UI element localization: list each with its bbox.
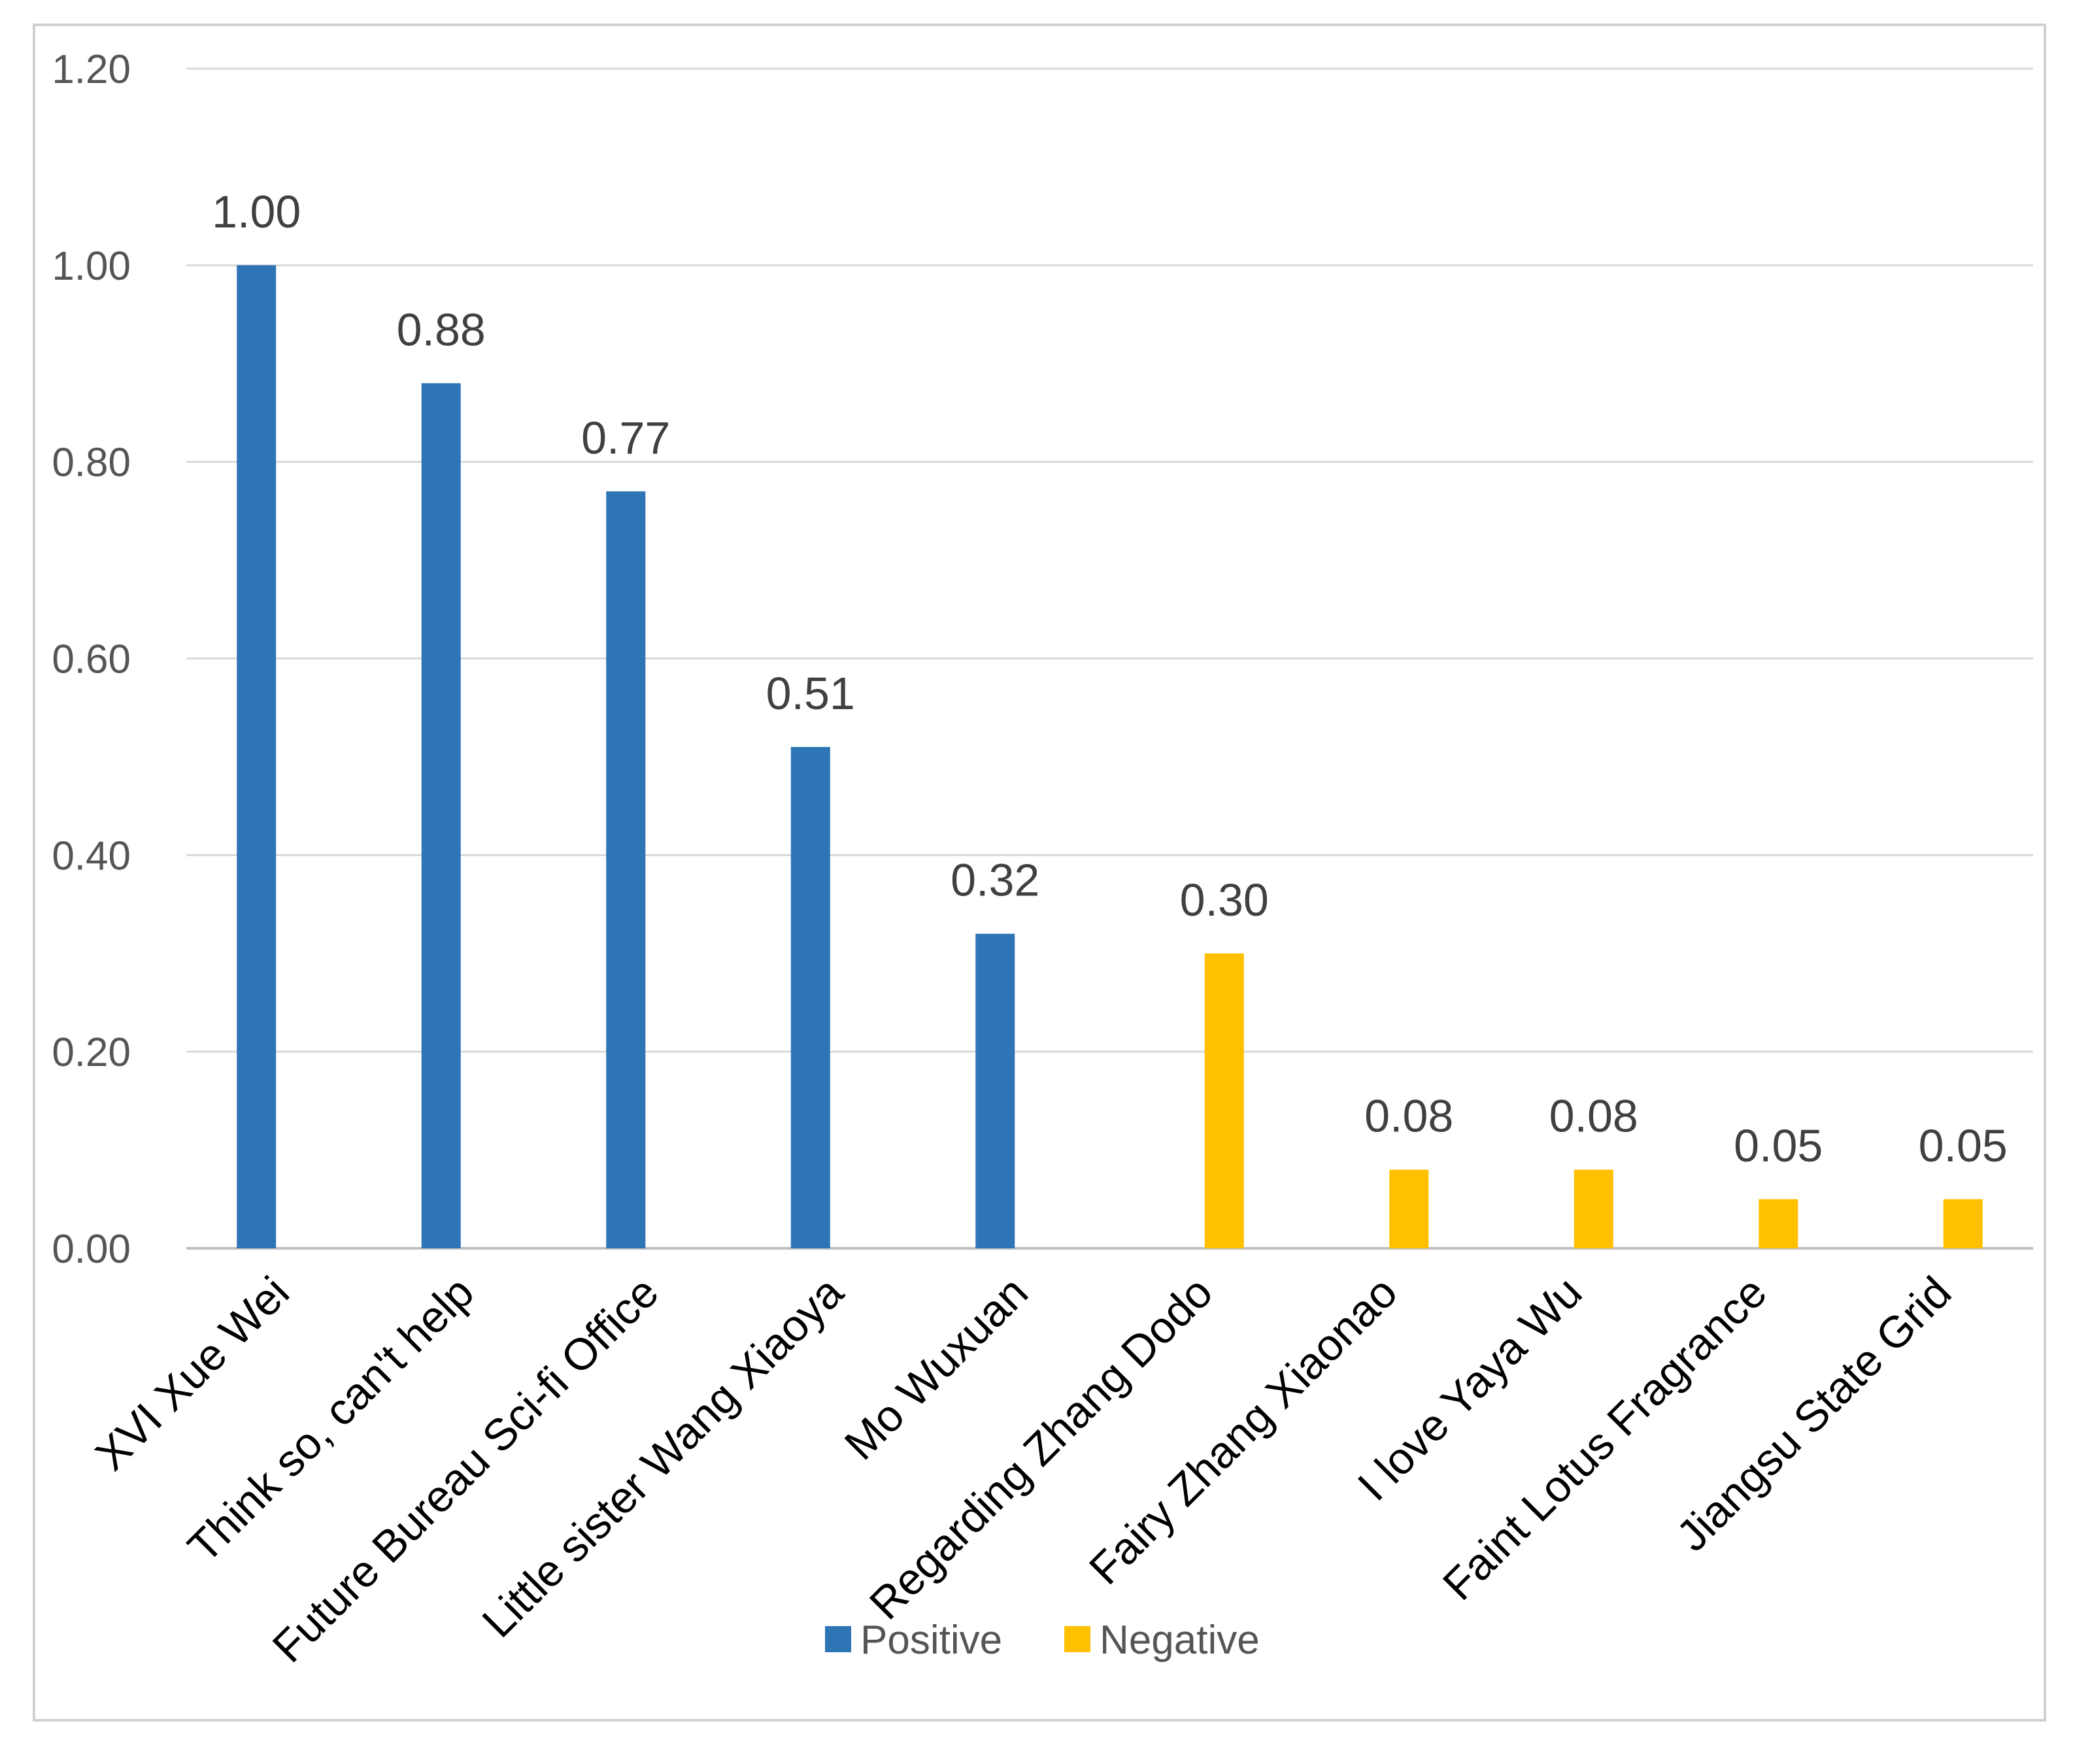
y-tick-label: 0.40 — [52, 833, 131, 878]
y-tick-label: 0.60 — [52, 637, 131, 682]
legend-label-negative: Negative — [1100, 1618, 1260, 1663]
legend-label-positive: Positive — [860, 1618, 1002, 1663]
bar-negative — [1574, 1169, 1613, 1248]
y-tick-label: 0.20 — [52, 1030, 131, 1075]
data-label: 1.00 — [212, 186, 301, 237]
data-label: 0.51 — [766, 668, 855, 719]
legend: Positive Negative — [825, 1618, 1260, 1663]
data-label: 0.05 — [1919, 1120, 2008, 1171]
bar-positive — [237, 265, 277, 1248]
bar-positive — [975, 933, 1015, 1248]
data-label: 0.05 — [1734, 1120, 1823, 1171]
x-category-label: Future Bureau Sci-fi Office — [263, 1267, 667, 1672]
data-label: 0.30 — [1180, 874, 1269, 925]
x-category-label: Faint Lotus Fragrance — [1434, 1267, 1776, 1610]
y-tick-label: 1.00 — [52, 244, 131, 289]
y-tick-label: 0.00 — [52, 1227, 131, 1272]
bar-negative — [1943, 1199, 1983, 1248]
y-axis-tick-labels: 0.00 0.20 0.40 0.60 0.80 1.00 1.20 — [52, 47, 131, 1272]
legend-swatch-positive — [825, 1626, 851, 1652]
bar-negative — [1759, 1199, 1798, 1248]
chart-frame — [33, 24, 2046, 1722]
data-label: 0.88 — [397, 304, 486, 355]
data-label: 0.77 — [581, 412, 670, 463]
bar-negative — [1389, 1169, 1429, 1248]
x-category-label: Little sister Wang Xiaoya — [473, 1267, 852, 1647]
y-tick-label: 1.20 — [52, 47, 131, 92]
gridlines — [186, 67, 2033, 1250]
bar-positive — [421, 383, 461, 1249]
data-label: 0.08 — [1549, 1091, 1638, 1142]
bar-positive — [790, 746, 830, 1248]
x-category-label: Mo Wuxuan — [835, 1267, 1037, 1469]
data-label: 0.08 — [1364, 1091, 1453, 1142]
bar-positive — [606, 491, 646, 1248]
x-category-label: Regarding Zhang Dodo — [860, 1267, 1222, 1629]
data-labels: 1.00 0.88 0.77 0.51 0.32 0.30 0.08 0.08 0.05 0.05 — [212, 186, 2008, 1171]
data-label: 0.32 — [951, 855, 1039, 906]
legend-swatch-negative — [1064, 1626, 1090, 1652]
bar-negative — [1204, 953, 1244, 1248]
bars — [237, 265, 1983, 1249]
x-category-label: Fairy Zhang Xiaonao — [1080, 1267, 1407, 1594]
y-tick-label: 0.80 — [52, 441, 131, 486]
